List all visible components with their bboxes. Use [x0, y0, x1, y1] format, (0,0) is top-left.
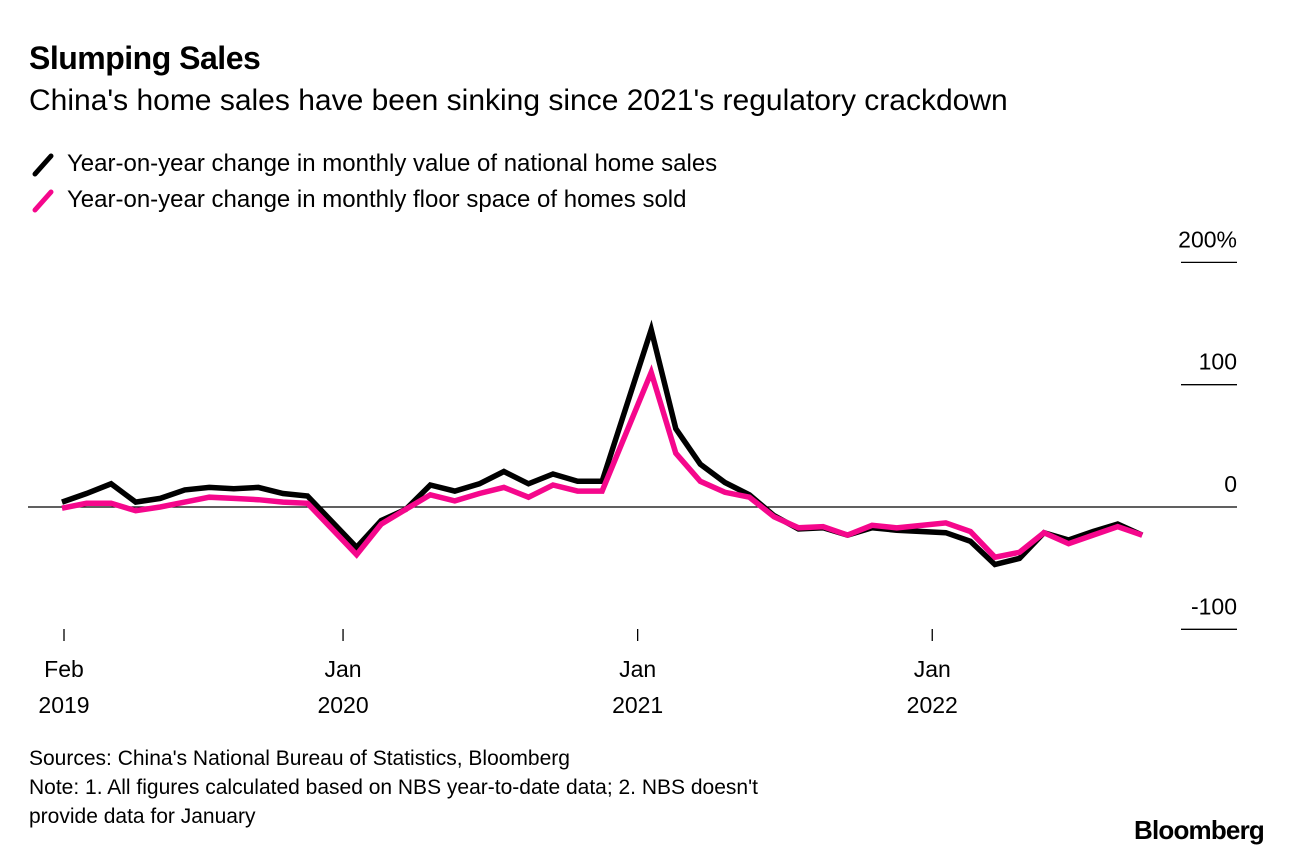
y-tick-label: 100 — [1199, 349, 1237, 375]
bloomberg-logo: Bloomberg — [1133, 815, 1265, 845]
sources-text: Sources: China's National Bureau of Stat… — [29, 747, 570, 770]
series-line-floor-space — [61, 364, 1144, 561]
x-tick-label-month: Feb — [44, 656, 84, 682]
legend-label: Year-on-year change in monthly floor spa… — [67, 186, 687, 213]
legend-swatch-pink-icon — [29, 186, 59, 214]
note-text-line2: provide data for January — [29, 805, 256, 828]
y-tick-label: -100 — [1191, 593, 1237, 619]
chart-title: Slumping Sales — [29, 40, 261, 76]
x-tick-label-month: Jan — [619, 656, 656, 682]
chart-subtitle: China's home sales have been sinking sin… — [29, 84, 1008, 117]
note-text-line1: Note: 1. All figures calculated based on… — [29, 776, 758, 799]
legend-swatch-black-icon — [29, 150, 59, 178]
x-tick-label-year: 2020 — [317, 692, 368, 718]
y-tick-label: 200% — [1178, 226, 1237, 252]
legend-item-sales-value: Year-on-year change in monthly value of … — [29, 146, 717, 182]
x-tick-label-month: Jan — [914, 656, 951, 682]
legend-label: Year-on-year change in monthly value of … — [67, 150, 718, 177]
y-tick-label: 0 — [1224, 471, 1237, 497]
x-tick-label-month: Jan — [325, 656, 362, 682]
footer: Sources: China's National Bureau of Stat… — [29, 744, 758, 831]
legend: Year-on-year change in monthly value of … — [29, 146, 717, 218]
legend-item-floor-space: Year-on-year change in monthly floor spa… — [29, 182, 717, 218]
x-tick-label-year: 2021 — [612, 692, 663, 718]
x-tick-label-year: 2022 — [907, 692, 958, 718]
x-tick-label-year: 2019 — [38, 692, 89, 718]
series-line-sales-value — [61, 319, 1144, 568]
